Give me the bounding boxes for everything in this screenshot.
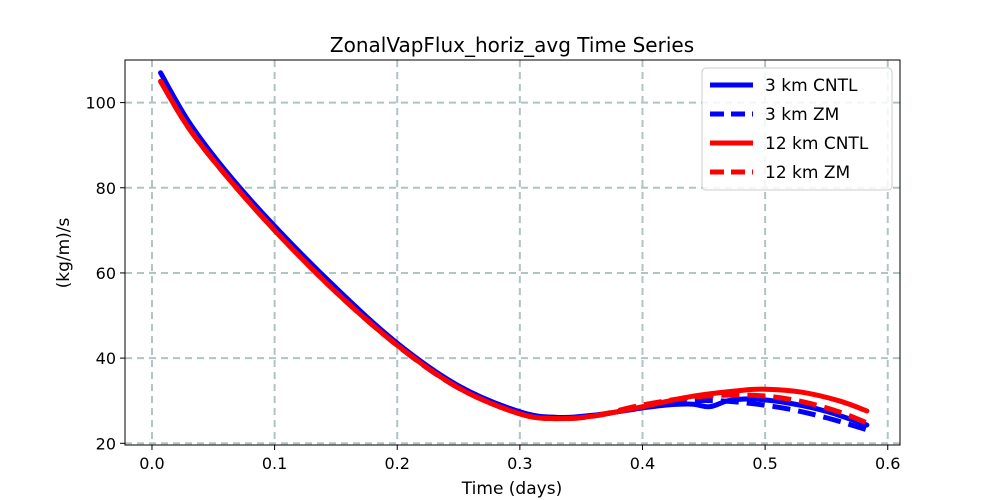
x-tick-label: 0.2 <box>385 454 410 473</box>
legend-frame <box>701 67 893 191</box>
y-axis-label: (kg/m)/s <box>54 217 74 288</box>
x-tick-label: 0.4 <box>630 454 655 473</box>
chart-title: ZonalVapFlux_horiz_avg Time Series <box>330 33 694 57</box>
plot-frame <box>124 59 901 446</box>
legend-label: 12 km CNTL <box>765 134 869 154</box>
y-tick-label: 20 <box>96 434 116 453</box>
axis-ticks: 0.0 0.1 0.2 0.3 0.4 0.5 0.6 20 40 60 80 100 <box>85 94 900 473</box>
legend: 3 km CNTL 3 km ZM 12 km CNTL 12 km ZM <box>701 67 893 191</box>
y-tick-label: 60 <box>96 264 116 283</box>
series-lines <box>158 70 870 433</box>
series-line-12-km-zm <box>158 80 868 426</box>
grid-lines <box>125 60 900 445</box>
x-axis-label: Time (days) <box>461 479 562 499</box>
legend-label: 3 km ZM <box>765 105 839 125</box>
x-tick-label: 0.1 <box>262 454 287 473</box>
y-tick-label: 40 <box>96 349 116 368</box>
legend-label: 12 km ZM <box>765 163 850 183</box>
x-tick-label: 0.5 <box>752 454 777 473</box>
x-tick-label: 0.3 <box>507 454 532 473</box>
y-tick-label: 80 <box>96 179 116 198</box>
y-tick-label: 100 <box>85 94 116 113</box>
legend-label: 3 km CNTL <box>765 76 858 96</box>
x-tick-label: 0.6 <box>875 454 900 473</box>
x-tick-label: 0.0 <box>139 454 164 473</box>
